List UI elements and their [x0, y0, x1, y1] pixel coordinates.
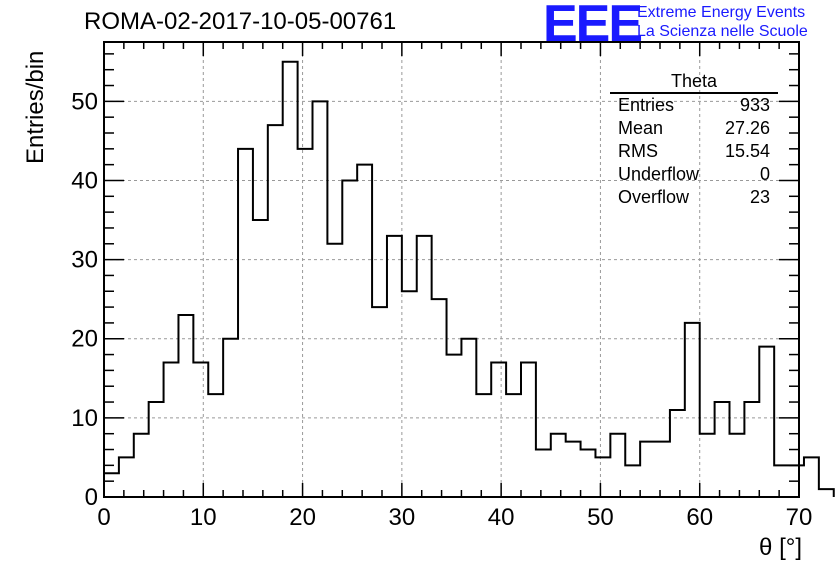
histogram-bin: [685, 323, 700, 497]
histogram-bin: [610, 434, 625, 497]
histogram-bars: [103, 60, 835, 497]
histogram-bin: [104, 473, 119, 497]
histogram-bin: [327, 244, 342, 497]
histogram-bin: [491, 362, 506, 497]
histogram-bin: [759, 347, 774, 497]
histogram-bin: [744, 402, 759, 497]
plot-frame: [103, 41, 800, 498]
histogram-bin: [417, 236, 432, 497]
stats-label: Underflow: [618, 164, 700, 184]
logo-caption: Extreme Energy Events La Scienza nelle S…: [637, 3, 808, 41]
stats-value: 23: [749, 187, 770, 207]
histogram-bin: [164, 362, 179, 497]
axis-ticks: [103, 42, 800, 498]
histogram-bin: [432, 299, 447, 497]
histogram-bin: [178, 315, 193, 497]
x-tick-label: 10: [190, 504, 217, 531]
stats-row: Mean 27.26: [610, 117, 778, 140]
stats-label: Mean: [618, 118, 664, 138]
histogram-bin: [536, 450, 551, 497]
stats-row: RMS 15.54: [610, 140, 778, 163]
x-tick-label: 0: [97, 504, 110, 531]
histogram-bin: [581, 450, 596, 497]
histogram-bin: [134, 434, 149, 497]
y-axis-label: Entries/bin: [22, 50, 49, 164]
stats-label: Overflow: [618, 187, 690, 207]
histogram-bin: [372, 307, 387, 497]
y-tick-label: 30: [71, 247, 98, 274]
histogram-bin: [447, 355, 462, 497]
histogram-bin: [521, 362, 536, 497]
y-tick-label: 40: [71, 167, 98, 194]
histogram-bin: [506, 394, 521, 497]
tick-labels: 0 10 20 30 40 50 60 70 0 10 20 30 40 50: [71, 88, 812, 531]
histogram-bin: [774, 465, 789, 497]
histogram-bin: [730, 434, 745, 497]
histogram-outline: [103, 60, 835, 497]
stats-value: 933: [739, 95, 770, 115]
histogram-bin: [149, 402, 164, 497]
histogram-bin: [119, 457, 134, 497]
logo-line-2: La Scienza nelle Scuole: [637, 23, 808, 40]
y-tick-label: 10: [71, 405, 98, 432]
x-tick-label: 60: [686, 504, 713, 531]
histogram-bin: [566, 442, 581, 497]
chart-title: ROMA-02-2017-10-05-00761: [84, 8, 397, 35]
y-tick-label: 50: [71, 88, 98, 115]
histogram-bin: [298, 149, 313, 497]
x-tick-label: 70: [786, 504, 813, 531]
stats-title: Theta: [610, 70, 778, 94]
stats-box: Theta Entries 933 Mean 27.26 RMS 15.54 Unde…: [610, 70, 778, 209]
histogram-bin: [461, 339, 476, 497]
stats-label: Entries: [618, 95, 675, 115]
stats-value: 27.26: [724, 118, 770, 138]
histogram-bin: [715, 402, 730, 497]
histogram-bin: [670, 410, 685, 497]
x-tick-label: 40: [488, 504, 515, 531]
histogram-bin: [283, 62, 298, 497]
stats-value: 15.54: [724, 141, 770, 161]
x-tick-label: 30: [389, 504, 416, 531]
y-tick-label: 20: [71, 326, 98, 353]
histogram-bin: [551, 434, 566, 497]
stats-row: Entries 933: [610, 94, 778, 117]
histogram-bin: [402, 291, 417, 497]
x-tick-label: 50: [587, 504, 614, 531]
histogram-bin: [313, 101, 328, 497]
stats-row: Underflow 0: [610, 163, 778, 186]
stats-row: Overflow 23: [610, 186, 778, 209]
histogram-bin: [625, 465, 640, 497]
stats-label: RMS: [618, 141, 658, 161]
histogram-bin: [357, 165, 372, 497]
x-axis-label: θ [°]: [759, 534, 802, 561]
histogram-bin: [208, 394, 223, 497]
stats-value: 0: [759, 164, 770, 184]
x-tick-label: 20: [289, 504, 316, 531]
histogram-bin: [819, 489, 834, 497]
histogram-bin: [700, 434, 715, 497]
histogram-bin: [193, 362, 208, 497]
histogram-bin: [476, 394, 491, 497]
histogram-bin: [804, 457, 819, 497]
histogram-bin: [640, 442, 655, 497]
histogram-bin: [595, 457, 610, 497]
logo-line-1: Extreme Energy Events: [637, 4, 806, 21]
y-tick-label: 0: [85, 484, 98, 511]
histogram-bin: [655, 442, 670, 497]
histogram-bin: [238, 149, 253, 497]
histogram-bin: [387, 236, 402, 497]
eee-logo: EEE: [543, 0, 643, 53]
histogram-bin: [253, 220, 268, 497]
